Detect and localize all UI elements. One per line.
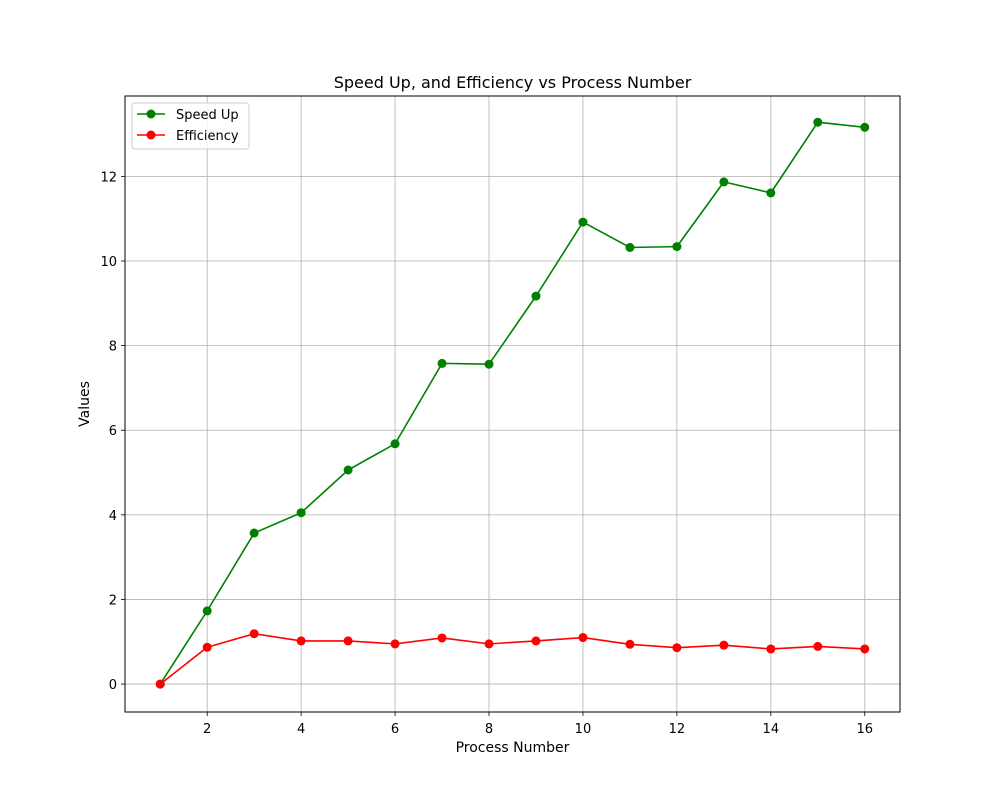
data-point-speed-up bbox=[202, 606, 212, 616]
data-point-efficiency bbox=[766, 644, 776, 654]
x-tick-label: 10 bbox=[575, 722, 592, 737]
data-point-efficiency bbox=[625, 639, 635, 649]
data-point-speed-up bbox=[437, 358, 447, 368]
series-line-speed-up bbox=[159, 121, 865, 685]
x-axis-label: Process Number bbox=[456, 740, 570, 756]
data-point-efficiency bbox=[860, 644, 870, 654]
data-point-efficiency bbox=[155, 679, 165, 689]
data-point-speed-up bbox=[484, 359, 494, 369]
data-point-speed-up bbox=[343, 465, 353, 475]
data-point-speed-up bbox=[860, 122, 870, 132]
data-point-speed-up bbox=[625, 242, 635, 252]
data-point-speed-up bbox=[719, 177, 729, 187]
data-point-efficiency bbox=[719, 640, 729, 650]
series-layer bbox=[155, 117, 870, 689]
axis-ticks: 2 4 6 8 10 12 14 16 0 2 4 6 8 10 12 bbox=[100, 170, 873, 737]
x-tick-label: 6 bbox=[391, 722, 399, 737]
legend-label-speed-up: Speed Up bbox=[176, 108, 239, 123]
x-tick-label: 4 bbox=[297, 722, 305, 737]
series-line-efficiency bbox=[159, 632, 865, 685]
grid bbox=[125, 96, 900, 712]
y-tick-label: 0 bbox=[109, 678, 117, 693]
x-tick-label: 12 bbox=[669, 722, 686, 737]
data-point-efficiency bbox=[202, 642, 212, 652]
data-point-speed-up bbox=[249, 528, 259, 538]
data-point-speed-up bbox=[531, 291, 541, 301]
x-tick-label: 2 bbox=[203, 722, 211, 737]
x-tick-label: 8 bbox=[485, 722, 493, 737]
data-point-speed-up bbox=[296, 508, 306, 518]
legend-marker-efficiency bbox=[146, 130, 156, 140]
data-point-efficiency bbox=[249, 629, 259, 639]
x-tick-label: 16 bbox=[856, 722, 873, 737]
data-point-speed-up bbox=[672, 242, 682, 252]
chart-title: Speed Up, and Efficiency vs Process Numb… bbox=[334, 73, 692, 92]
legend: Speed Up Efficiency bbox=[131, 102, 250, 150]
y-tick-label: 8 bbox=[109, 340, 117, 355]
data-point-efficiency bbox=[437, 633, 447, 643]
data-point-efficiency bbox=[578, 633, 588, 643]
plot-frame bbox=[124, 95, 901, 713]
data-point-speed-up bbox=[766, 188, 776, 198]
data-point-efficiency bbox=[390, 639, 400, 649]
legend-label-efficiency: Efficiency bbox=[176, 129, 239, 144]
data-point-speed-up bbox=[578, 217, 588, 227]
data-point-speed-up bbox=[390, 439, 400, 449]
legend-marker-speed-up bbox=[146, 109, 156, 119]
y-tick-label: 6 bbox=[109, 424, 117, 439]
y-tick-label: 12 bbox=[100, 170, 117, 185]
y-tick-label: 10 bbox=[100, 255, 117, 270]
x-tick-label: 14 bbox=[763, 722, 780, 737]
y-tick-label: 4 bbox=[109, 509, 117, 524]
data-point-efficiency bbox=[531, 636, 541, 646]
data-point-efficiency bbox=[343, 636, 353, 646]
data-point-speed-up bbox=[813, 117, 823, 127]
data-point-efficiency bbox=[296, 636, 306, 646]
y-tick-label: 2 bbox=[109, 593, 117, 608]
data-point-efficiency bbox=[813, 641, 823, 651]
y-axis-label: Values bbox=[77, 381, 93, 427]
data-point-efficiency bbox=[672, 643, 682, 653]
data-point-efficiency bbox=[484, 639, 494, 649]
